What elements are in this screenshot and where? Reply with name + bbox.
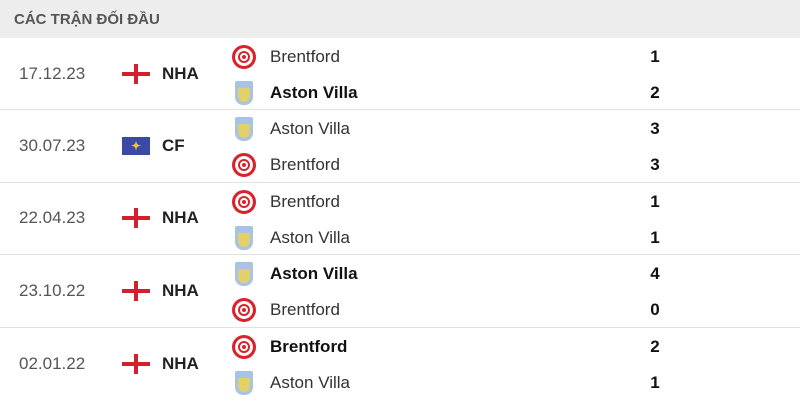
match-row[interactable]: 02.01.22 NHA Brentford Aston Villa 2 1: [0, 328, 800, 400]
match-date: 23.10.22: [19, 280, 86, 300]
home-team[interactable]: Brentford: [232, 184, 340, 220]
competition: NHA: [122, 255, 199, 326]
match-date: 22.04.23: [19, 208, 86, 228]
away-score: 1: [650, 227, 660, 247]
england-flag-icon: [122, 63, 150, 84]
team-name: Aston Villa: [270, 372, 351, 392]
match-row[interactable]: 30.07.23 ✦ CF Aston Villa Brentford 3 3: [0, 110, 800, 183]
competition-label: CF: [162, 136, 185, 156]
team-name: Aston Villa: [270, 264, 358, 284]
world-flag-icon: ✦: [122, 137, 150, 156]
section-title: CÁC TRẬN ĐỐI ĐẦU: [14, 10, 160, 28]
away-team[interactable]: Brentford: [232, 292, 340, 328]
home-team[interactable]: Brentford: [232, 39, 340, 75]
away-score: 2: [650, 83, 660, 102]
section-header: CÁC TRẬN ĐỐI ĐẦU: [0, 0, 800, 38]
match-row[interactable]: 17.12.23 NHA Brentford Aston Villa 1 2: [0, 38, 800, 111]
england-flag-icon: [122, 353, 150, 374]
brentford-crest-icon: [232, 298, 256, 323]
england-flag-icon: [122, 208, 150, 229]
brentford-crest-icon: [232, 153, 256, 178]
away-team[interactable]: Aston Villa: [232, 220, 350, 256]
home-team[interactable]: Brentford: [232, 329, 347, 365]
brentford-crest-icon: [232, 45, 256, 69]
team-name: Brentford: [270, 47, 340, 66]
match-date: 02.01.22: [19, 353, 86, 373]
competition-label: NHA: [162, 353, 199, 373]
aston-villa-crest-icon: [235, 262, 253, 287]
home-score: 1: [650, 47, 660, 66]
brentford-crest-icon: [232, 334, 256, 359]
home-score: 1: [650, 191, 660, 211]
england-flag-icon: [122, 280, 150, 301]
home-team[interactable]: Aston Villa: [232, 256, 358, 292]
brentford-crest-icon: [232, 189, 256, 214]
home-score: 3: [650, 119, 660, 139]
aston-villa-crest-icon: [235, 81, 253, 105]
away-score: 3: [650, 155, 660, 175]
team-name: Brentford: [270, 300, 340, 320]
competition-label: NHA: [162, 208, 199, 228]
team-name: Brentford: [270, 191, 340, 211]
away-team[interactable]: Aston Villa: [232, 365, 350, 401]
aston-villa-crest-icon: [235, 225, 253, 250]
away-score: 0: [650, 300, 660, 320]
competition: NHA: [122, 38, 199, 109]
team-name: Aston Villa: [270, 119, 351, 139]
competition-label: NHA: [162, 280, 199, 300]
match-row[interactable]: 22.04.23 NHA Brentford Aston Villa 1 1: [0, 183, 800, 256]
away-score: 1: [650, 372, 660, 392]
aston-villa-crest-icon: [235, 370, 253, 395]
team-name: Brentford: [270, 336, 348, 356]
away-team[interactable]: Brentford: [232, 147, 340, 183]
match-row[interactable]: 23.10.22 NHA Aston Villa Brentford 4 0: [0, 255, 800, 328]
match-date: 17.12.23: [19, 63, 86, 83]
aston-villa-crest-icon: [235, 117, 253, 142]
match-date: 30.07.23: [19, 136, 86, 156]
competition-label: NHA: [162, 63, 199, 83]
team-name: Aston Villa: [270, 83, 358, 102]
team-name: Aston Villa: [270, 227, 351, 247]
match-list: 17.12.23 NHA Brentford Aston Villa 1 2 30…: [0, 38, 800, 400]
competition: ✦ CF: [122, 110, 185, 181]
home-score: 4: [650, 264, 660, 284]
competition: NHA: [122, 328, 199, 400]
team-name: Brentford: [270, 155, 340, 175]
competition: NHA: [122, 183, 199, 254]
away-team[interactable]: Aston Villa: [232, 75, 358, 111]
home-score: 2: [650, 336, 660, 356]
home-team[interactable]: Aston Villa: [232, 111, 350, 147]
